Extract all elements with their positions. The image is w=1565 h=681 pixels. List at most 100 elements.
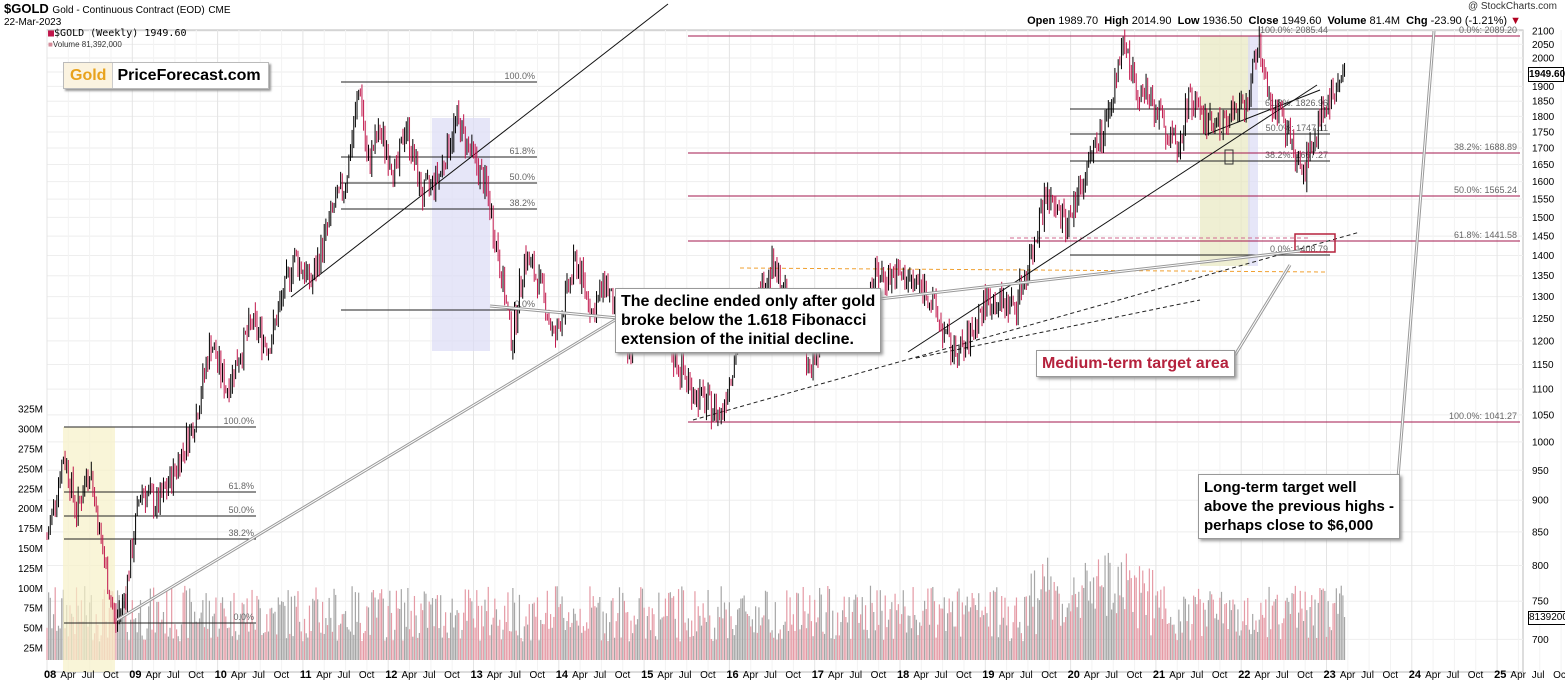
long-note-line: above the previous highs - [1204, 498, 1395, 515]
time-tick-label: 13 [471, 669, 483, 681]
volume-tick-label: 325M [18, 405, 43, 416]
time-tick-label: Apr [146, 670, 162, 681]
logo-gold: Gold [64, 63, 114, 88]
ticker-description: Gold - Continuous Contract (EOD) [52, 5, 205, 16]
target-box [1294, 233, 1336, 253]
high-value: 2014.90 [1131, 15, 1172, 27]
time-tick-label: Apr [1425, 670, 1441, 681]
fib-note-line: extension of the initial decline. [621, 331, 854, 348]
time-tick-label: Oct [1127, 670, 1143, 681]
shade-2013 [432, 118, 490, 351]
time-tick-label: Jul [593, 670, 606, 681]
shade-2008 [63, 427, 115, 672]
callout-arrow-2013-inner [489, 305, 619, 319]
close-value: 1949.60 [1281, 15, 1322, 27]
volume-tick-label: 225M [18, 484, 43, 495]
open-value: 1989.70 [1058, 15, 1099, 27]
time-tick-label: Apr [1255, 670, 1271, 681]
time-tick-label: 10 [215, 669, 227, 681]
callout-arrow-2019-inner [869, 250, 1301, 301]
price-tick-label: 950 [1532, 466, 1549, 477]
price-tick-label: 1850 [1532, 97, 1555, 108]
fib-label: 61.8% [228, 481, 254, 491]
fib-label: 61.8% [509, 146, 535, 156]
time-tick-label: 19 [982, 669, 994, 681]
time-tick-label: Apr [572, 670, 588, 681]
time-tick-label: 22 [1238, 669, 1250, 681]
price-axis: 700 750 800 850 900 950 1000 1050 1100 1150 1200 12… [1532, 27, 1555, 646]
volume-bars [46, 552, 1346, 660]
time-tick-label: Apr [60, 670, 76, 681]
price-tick-label: 1450 [1532, 232, 1555, 243]
price-tick-label: 750 [1532, 597, 1549, 608]
time-tick-label: Jul [1276, 670, 1289, 681]
price-tick-label: 1400 [1532, 251, 1555, 262]
time-tick-label: Jul [764, 670, 777, 681]
time-tick-label: Oct [1553, 670, 1565, 681]
fib-label: 38.2% [509, 198, 535, 208]
time-tick-label: Jul [1105, 670, 1118, 681]
time-tick-label: Oct [444, 670, 460, 681]
time-tick-label: 08 [44, 669, 56, 681]
time-tick-label: Oct [615, 670, 631, 681]
volume-tick-label: 125M [18, 564, 43, 575]
ticker-symbol: $GOLD [4, 1, 49, 16]
time-tick-label: 17 [812, 669, 824, 681]
time-tick-label: 14 [556, 669, 569, 681]
dashed-support-long [692, 231, 1361, 421]
volume-tick-label: 100M [18, 584, 43, 595]
time-tick-label: Jul [1020, 670, 1033, 681]
time-tick-label: Jul [1446, 670, 1459, 681]
time-tick-label: Apr [231, 670, 247, 681]
time-tick-label: 24 [1409, 669, 1422, 681]
time-tick-label: 15 [641, 669, 653, 681]
shade-2022b [1248, 36, 1258, 266]
time-tick-label: Apr [316, 670, 332, 681]
orange-support-line [739, 267, 1326, 273]
time-tick-label: Oct [1212, 670, 1228, 681]
time-tick-label: Oct [1468, 670, 1484, 681]
fib-long-label: 38.2%: 1688.89 [1454, 142, 1517, 152]
down-arrow-icon: ▼ [1510, 15, 1521, 27]
price-tick-label: 1900 [1532, 82, 1555, 93]
volume-tick-label: 250M [18, 464, 43, 475]
fib-label: 0.0% [514, 299, 535, 309]
time-tick-label: Apr [487, 670, 503, 681]
time-tick-label: Apr [657, 670, 673, 681]
time-tick-label: 11 [300, 669, 312, 681]
price-tick-label: 1700 [1532, 144, 1555, 155]
time-tick-label: Apr [743, 670, 759, 681]
price-tick-label: 1800 [1532, 112, 1555, 123]
chart-date: 22-Mar-2023 [4, 17, 62, 28]
stockcharts-credit: @ StockCharts.com [1467, 1, 1557, 12]
time-tick-label: Oct [359, 670, 375, 681]
low-label: Low [1177, 15, 1200, 27]
trend-lines [290, 3, 1361, 421]
fib-label: 50.0% [228, 505, 254, 515]
fib-label: 61.8%: 1826.96 [1265, 98, 1328, 108]
trendline-2022 [1204, 89, 1321, 136]
fib-extension-note: The decline ended only after gold broke … [615, 288, 882, 353]
callout-arrow-long-inner [1397, 30, 1435, 479]
time-tick-label: Jul [935, 670, 948, 681]
volume-tick-label: 300M [18, 425, 43, 436]
price-tick-label: 1250 [1532, 314, 1555, 325]
time-tick-label: Oct [529, 670, 545, 681]
price-tick-label: 1300 [1532, 292, 1555, 303]
time-tick-label: Jul [252, 670, 265, 681]
time-tick-label: Jul [167, 670, 180, 681]
fib-label: 100.0% [504, 71, 535, 81]
time-tick-label: 12 [385, 669, 397, 681]
time-tick-label: Oct [871, 670, 887, 681]
time-tick-label: Apr [1510, 670, 1526, 681]
fib-note-line: broke below the 1.618 Fibonacci [621, 312, 867, 329]
price-tick-label: 1150 [1532, 360, 1554, 371]
fib-label: 100.0%: 2085.44 [1260, 25, 1328, 35]
volume-tick-label: 25M [24, 644, 43, 655]
trendline-2019 [907, 84, 1318, 353]
time-tick-label: Apr [1169, 670, 1185, 681]
fib-long-label: 61.8%: 1441.58 [1454, 230, 1517, 240]
price-tick-label: 2100 [1532, 27, 1555, 38]
fib-long-label: 0.0%: 2089.20 [1459, 25, 1517, 35]
volume-tick-label: 175M [18, 524, 43, 535]
